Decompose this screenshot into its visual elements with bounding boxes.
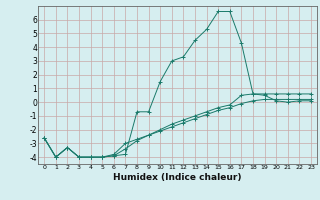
X-axis label: Humidex (Indice chaleur): Humidex (Indice chaleur) <box>113 173 242 182</box>
